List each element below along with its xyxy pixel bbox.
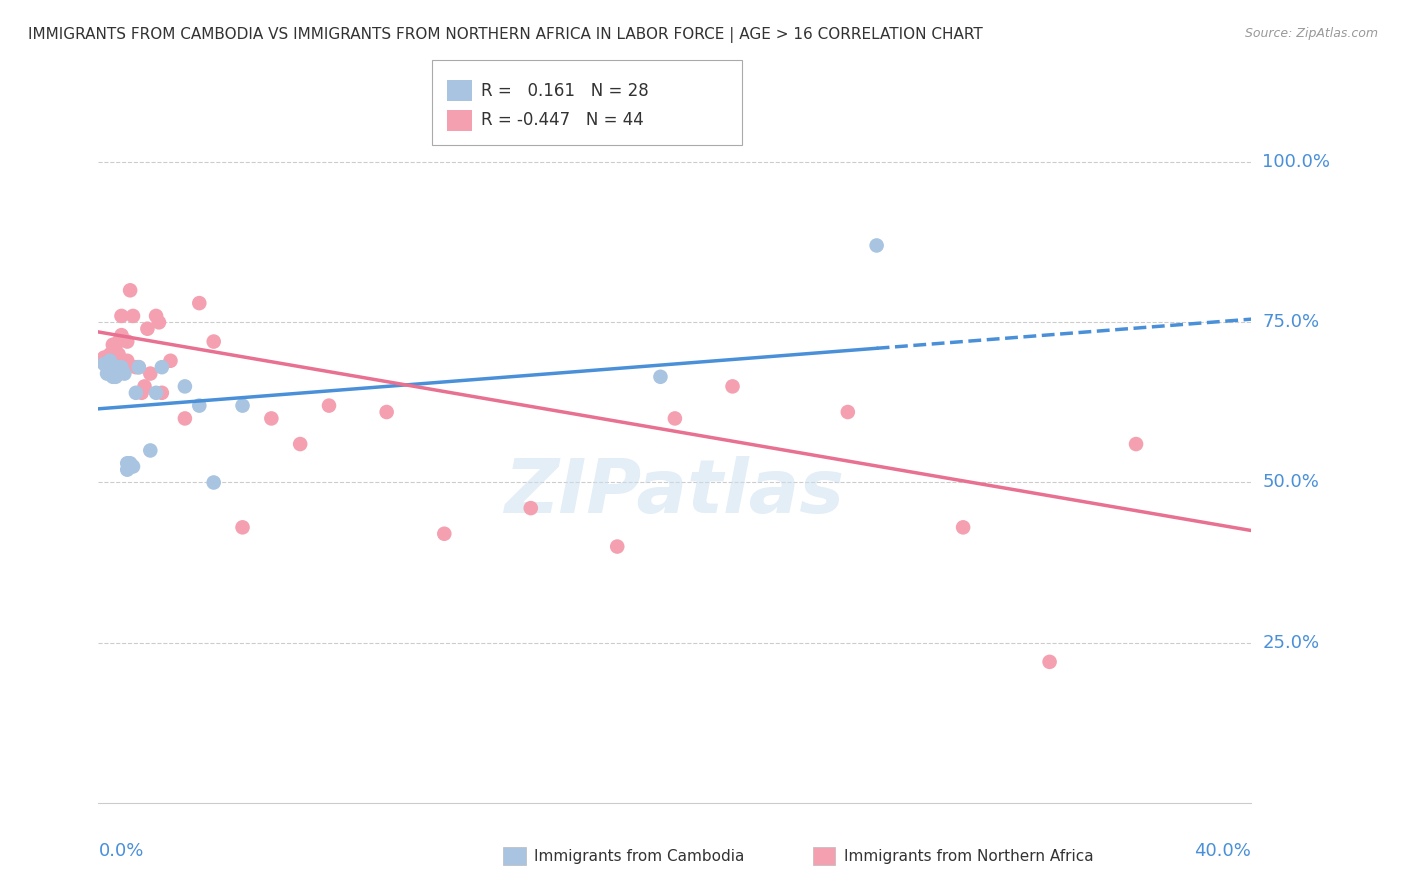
Point <box>104 360 127 375</box>
Point <box>866 238 889 252</box>
Point <box>134 379 156 393</box>
Point <box>104 369 127 384</box>
Point <box>117 463 139 477</box>
Point <box>606 540 628 554</box>
Point <box>375 405 398 419</box>
Text: 50.0%: 50.0% <box>1263 474 1319 491</box>
Point <box>101 360 124 375</box>
Text: R = -0.447   N = 44: R = -0.447 N = 44 <box>481 112 644 129</box>
Point <box>101 367 124 381</box>
Point <box>110 360 132 375</box>
Point <box>104 344 127 359</box>
Point <box>117 334 139 349</box>
Point <box>260 411 283 425</box>
Point <box>145 309 167 323</box>
Point <box>136 322 159 336</box>
Point <box>101 338 124 352</box>
Text: IMMIGRANTS FROM CAMBODIA VS IMMIGRANTS FROM NORTHERN AFRICA IN LABOR FORCE | AGE: IMMIGRANTS FROM CAMBODIA VS IMMIGRANTS F… <box>28 27 983 43</box>
Point <box>721 379 744 393</box>
Text: 100.0%: 100.0% <box>1263 153 1330 171</box>
Point <box>202 475 225 490</box>
Point <box>107 360 129 375</box>
Point <box>125 360 148 375</box>
Point <box>174 379 197 393</box>
Text: ZIPatlas: ZIPatlas <box>505 456 845 529</box>
Point <box>101 369 124 384</box>
Point <box>122 459 145 474</box>
Text: 0.0%: 0.0% <box>98 842 143 860</box>
Point <box>650 369 672 384</box>
Text: R =   0.161   N = 28: R = 0.161 N = 28 <box>481 81 648 100</box>
Point <box>188 296 211 310</box>
Point <box>290 437 312 451</box>
Point <box>188 399 211 413</box>
Text: Immigrants from Northern Africa: Immigrants from Northern Africa <box>844 849 1094 863</box>
Point <box>139 443 162 458</box>
Point <box>120 283 142 297</box>
Point <box>174 411 197 425</box>
Point <box>139 367 162 381</box>
Point <box>145 385 167 400</box>
Point <box>107 347 129 361</box>
Point <box>117 360 139 375</box>
Point <box>231 520 254 534</box>
Point <box>96 360 118 375</box>
Point <box>837 405 859 419</box>
Point <box>98 347 121 361</box>
Point <box>122 309 145 323</box>
Point <box>1039 655 1062 669</box>
Point <box>120 456 142 470</box>
Point <box>93 351 115 365</box>
Text: 75.0%: 75.0% <box>1263 313 1320 331</box>
Point <box>98 360 121 375</box>
Text: 25.0%: 25.0% <box>1263 633 1320 652</box>
Point <box>952 520 974 534</box>
Point <box>520 501 543 516</box>
Point <box>110 328 132 343</box>
Point <box>1125 437 1147 451</box>
Point <box>148 315 170 329</box>
Point <box>159 353 181 368</box>
Point <box>433 526 456 541</box>
Point <box>93 357 115 371</box>
Point <box>117 353 139 368</box>
Point <box>664 411 686 425</box>
Point <box>98 353 121 368</box>
Point <box>117 456 139 470</box>
Point <box>110 309 132 323</box>
Text: Immigrants from Cambodia: Immigrants from Cambodia <box>534 849 745 863</box>
Point <box>318 399 340 413</box>
Point <box>202 334 225 349</box>
Point <box>107 367 129 381</box>
Point <box>150 385 173 400</box>
Point <box>125 385 148 400</box>
Point <box>231 399 254 413</box>
Text: Source: ZipAtlas.com: Source: ZipAtlas.com <box>1244 27 1378 40</box>
Point <box>101 347 124 361</box>
Text: 40.0%: 40.0% <box>1195 842 1251 860</box>
Point <box>128 360 150 375</box>
Point <box>131 385 153 400</box>
Point <box>128 360 150 375</box>
Point <box>104 363 127 377</box>
Point <box>150 360 173 375</box>
Point <box>96 367 118 381</box>
Point <box>112 360 135 375</box>
Point <box>112 367 135 381</box>
Point <box>107 334 129 349</box>
